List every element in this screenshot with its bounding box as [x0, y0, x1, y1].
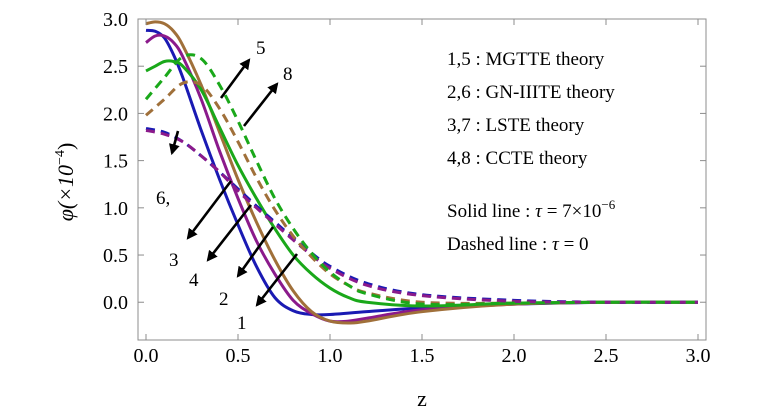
y-tick-label: 2.0: [103, 103, 128, 125]
curve-labels: 5 8 6, 3 4 2 1: [156, 38, 293, 334]
series-line-6-dashed: [145, 128, 699, 304]
arrow-2: [236, 226, 275, 278]
legend-entry-2: 2,6 : GN-IIITE theory: [447, 82, 615, 103]
curve-label-8: 8: [283, 64, 293, 85]
ticks-layer: 0.0 0.5 1.0 1.5 2.0 2.5 3.0 0.0 0.5 1.0 1.5 2.0 2.5 3…: [103, 9, 711, 367]
legend-solid-exponent: −6: [601, 197, 615, 212]
legend-solid-symbol: τ: [535, 201, 543, 222]
arrow-3: [186, 180, 233, 240]
legend-entry-4: 4,8 : CCTE theory: [447, 148, 588, 169]
y-tick-label: 1.0: [103, 198, 128, 220]
arrow-5: [219, 58, 251, 99]
series-layer: [144, 20, 699, 325]
series-line-4-solid: [145, 59, 699, 308]
x-tick-label: 1.0: [318, 345, 343, 367]
y-axis-title-main: φ(×10: [53, 165, 78, 221]
y-tick-label: 0.0: [103, 292, 128, 314]
curve-label-1: 1: [237, 313, 247, 334]
x-tick-label: 0.5: [226, 345, 251, 367]
legend-entry-solid: Solid line : τ = 7×10−6: [447, 197, 616, 222]
y-tick-label: 1.5: [103, 151, 128, 173]
annotation-arrows: [169, 58, 299, 307]
series-line-7-dashed: [145, 80, 699, 305]
curve-label-5: 5: [256, 38, 266, 59]
arrow-4: [206, 204, 253, 262]
legend-dashed-prefix: Dashed line :: [447, 234, 552, 255]
curve-label-2: 2: [219, 289, 229, 310]
y-tick-label: 0.5: [103, 245, 128, 267]
x-axis-title: z: [417, 386, 427, 411]
arrow-8: [242, 82, 279, 127]
arrow-1: [255, 253, 299, 307]
x-tick-label: 1.5: [410, 345, 435, 367]
y-axis-title-exponent: −4: [53, 150, 68, 165]
x-tick-label: 0.0: [134, 345, 159, 367]
legend-dashed-suffix: = 0: [559, 234, 589, 255]
y-axis-title: φ(×10−4): [53, 143, 78, 222]
legend-solid-suffix: = 7×10: [542, 201, 601, 222]
y-axis-title-close: ): [53, 143, 78, 150]
legend-solid-prefix: Solid line :: [447, 201, 535, 222]
arrow-6: [169, 130, 180, 156]
curve-label-6: 6,: [156, 188, 170, 209]
y-tick-label: 3.0: [103, 9, 128, 31]
series-line-8-dashed: [144, 53, 699, 307]
legend-entry-1: 1,5 : MGTTE theory: [447, 49, 605, 70]
x-tick-label: 2.0: [502, 345, 527, 367]
legend: 1,5 : MGTTE theory 2,6 : GN-IIITE theory…: [447, 49, 616, 255]
series-line-3-solid: [145, 20, 699, 325]
legend-entry-dashed: Dashed line : τ = 0: [447, 234, 589, 255]
x-tick-label: 2.5: [594, 345, 619, 367]
y-tick-label: 2.5: [103, 56, 128, 78]
curve-label-4: 4: [189, 270, 199, 291]
legend-dashed-symbol: τ: [552, 234, 560, 255]
x-tick-label: 3.0: [686, 345, 711, 367]
curve-label-3: 3: [169, 250, 179, 271]
legend-entry-3: 3,7 : LSTE theory: [447, 115, 585, 136]
